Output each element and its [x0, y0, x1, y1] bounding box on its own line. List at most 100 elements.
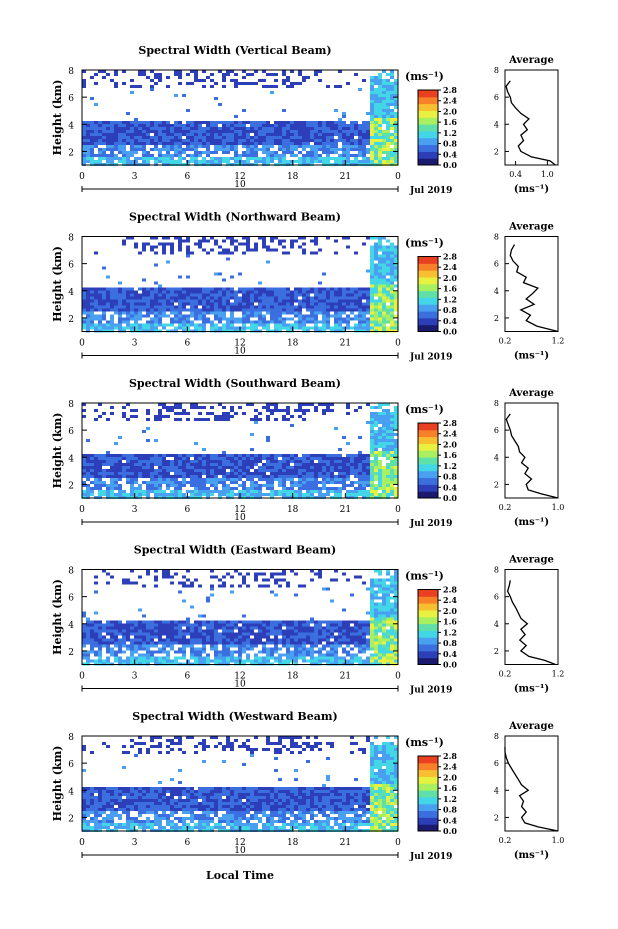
heatmap-cell [274, 121, 278, 124]
heatmap-cell [342, 466, 346, 469]
heatmap-cell [358, 142, 362, 145]
average-y-tick-label: 8 [494, 66, 499, 75]
heatmap-cell [94, 136, 98, 139]
heatmap-cell [182, 484, 186, 487]
heatmap-cell [358, 293, 362, 297]
heatmap-cell [318, 469, 322, 472]
heatmap-cell [378, 302, 382, 306]
heatmap-cell [238, 320, 242, 324]
heatmap-cell [126, 157, 130, 160]
heatmap-cell [294, 572, 298, 576]
heatmap-cell [226, 484, 230, 487]
heatmap-cell [310, 626, 314, 630]
heatmap-cell [134, 127, 138, 130]
heatmap-cell [162, 311, 166, 315]
heatmap-cell [326, 157, 330, 160]
heatmap-cell [162, 569, 166, 573]
heatmap-cell [82, 611, 86, 615]
heatmap-cell [202, 656, 206, 660]
heatmap-cell [166, 136, 170, 139]
heatmap-cell [190, 469, 194, 472]
heatmap-cell [206, 142, 210, 145]
heatmap-cell [178, 70, 182, 73]
heatmap-cell [302, 650, 306, 654]
heatmap-cell [82, 148, 86, 151]
heatmap-cell [338, 466, 342, 469]
heatmap-cell [210, 463, 214, 466]
heatmap-cell [178, 121, 182, 124]
heatmap-cell [194, 290, 198, 294]
heatmap-cell [350, 293, 354, 297]
day-label: 10 [234, 513, 246, 523]
heatmap-cell [186, 142, 190, 145]
heatmap-cell [162, 644, 166, 648]
heatmap-cell [114, 302, 118, 306]
heatmap-cell [134, 469, 138, 472]
heatmap-cell [370, 269, 374, 273]
heatmap-cell [186, 136, 190, 139]
heatmap-cell [234, 475, 238, 478]
heatmap-cell [262, 151, 266, 154]
heatmap-cell [246, 472, 250, 475]
heatmap-cell [386, 451, 390, 454]
heatmap-cell [246, 620, 250, 624]
average-title: Average [508, 388, 554, 399]
heatmap-cell [374, 139, 378, 142]
heatmap-cell [214, 133, 218, 136]
heatmap-cell [258, 287, 262, 291]
heatmap-cell [342, 151, 346, 154]
heatmap-cell [82, 79, 86, 82]
heatmap-cell [94, 457, 98, 460]
heatmap-cell [314, 242, 318, 246]
heatmap-cell [274, 296, 278, 300]
heatmap-cell [354, 469, 358, 472]
heatmap-cell [346, 460, 350, 463]
y-tick-label: 4 [68, 121, 74, 131]
heatmap-cell [358, 130, 362, 133]
heatmap-cell [318, 659, 322, 663]
heatmap-cell [194, 490, 198, 493]
heatmap-cell [326, 296, 330, 300]
heatmap-cell [126, 130, 130, 133]
heatmap-cell [358, 296, 362, 300]
heatmap-cell [130, 656, 134, 660]
heatmap-cell [182, 457, 186, 460]
colorbar-swatch [418, 324, 438, 332]
heatmap-cell [134, 139, 138, 142]
heatmap-cell [122, 148, 126, 151]
heatmap-cell [270, 239, 274, 243]
heatmap-cell [318, 472, 322, 475]
heatmap-cell [370, 323, 374, 327]
heatmap-cell [282, 148, 286, 151]
heatmap-cell [386, 260, 390, 264]
heatmap-cell [198, 469, 202, 472]
heatmap-cell [238, 632, 242, 636]
heatmap-cell [282, 109, 286, 112]
heatmap-cell [178, 412, 182, 415]
heatmap-cell [146, 293, 150, 297]
heatmap-cell [126, 133, 130, 136]
heatmap-cell [382, 475, 386, 478]
heatmap-cell [130, 148, 134, 151]
heatmap-cell [146, 296, 150, 300]
heatmap-cell [306, 302, 310, 306]
heatmap-cell [378, 266, 382, 270]
heatmap-cell [318, 124, 322, 127]
heatmap-cell [102, 154, 106, 157]
heatmap-cell [242, 650, 246, 654]
heatmap-cell [182, 653, 186, 657]
heatmap-cell [286, 469, 290, 472]
heatmap-cell [334, 487, 338, 490]
heatmap-cell [110, 632, 114, 636]
heatmap-cell [190, 320, 194, 324]
heatmap-cell [178, 620, 182, 624]
heatmap-cell [142, 469, 146, 472]
heatmap-cell [386, 88, 390, 91]
heatmap-cell [358, 466, 362, 469]
colorbar-swatch [418, 256, 438, 264]
heatmap-cell [174, 632, 178, 636]
heatmap-cell [386, 284, 390, 288]
heatmap-cell [390, 257, 394, 261]
heatmap-cell [374, 245, 378, 249]
heatmap-cell [390, 254, 394, 258]
